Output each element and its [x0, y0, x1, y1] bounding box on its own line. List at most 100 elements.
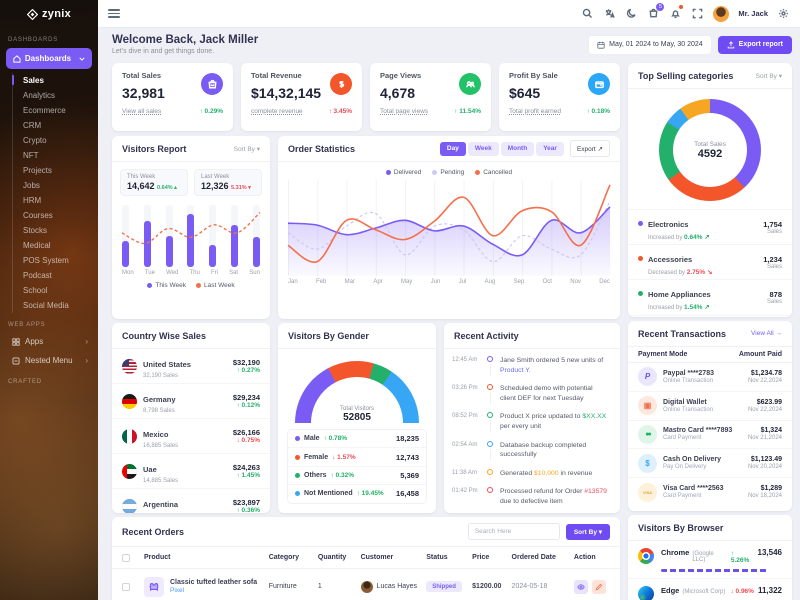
- activity-time: 11:38 Am: [452, 469, 477, 476]
- tick-label: Sun: [249, 270, 260, 276]
- column-header: Ordered Date: [511, 554, 556, 561]
- stat-link[interactable]: Total profit earned: [509, 108, 562, 115]
- stat-link[interactable]: View all sales: [122, 108, 162, 115]
- stat-label: Page Views: [380, 71, 422, 80]
- stat-link[interactable]: Total page views: [380, 108, 429, 115]
- sort-by-dropdown[interactable]: Sort By ▾: [233, 145, 260, 153]
- activity-text: Processed refund for Order: [500, 488, 585, 496]
- brand-name: zynix: [41, 8, 71, 20]
- transaction-row: ●● Mastro Card ****7893 Card Payment $1,3…: [628, 421, 792, 450]
- period-tabs: Day Week Month Year: [439, 141, 564, 156]
- sidebar-item-apps[interactable]: Apps ›: [0, 332, 98, 351]
- tab-week[interactable]: Week: [467, 141, 499, 156]
- card-title: Recent Activity: [454, 330, 519, 341]
- sidebar-item-sales[interactable]: Sales: [12, 73, 98, 88]
- view-order-button[interactable]: [573, 579, 588, 594]
- sidebar-item-social-media[interactable]: Social Media: [23, 301, 69, 310]
- tick-label: Wed: [166, 270, 179, 276]
- gender-value: 18,235: [396, 434, 419, 444]
- sidebar-item-ecommerce[interactable]: Ecommerce: [23, 106, 66, 115]
- export-report-button[interactable]: Export report: [717, 35, 792, 54]
- select-all-checkbox[interactable]: [122, 553, 130, 562]
- sort-by-dropdown[interactable]: Sort By ▾: [755, 72, 782, 80]
- tick-label: Mon: [122, 270, 134, 276]
- card-title: Recent Orders: [122, 526, 185, 537]
- tab-month[interactable]: Month: [500, 141, 535, 156]
- gauge-center-value: 52805: [343, 412, 371, 423]
- sidebar-item-stocks[interactable]: Stocks: [23, 226, 48, 235]
- sidebar-item-nested-menu[interactable]: Nested Menu ›: [0, 351, 98, 370]
- column-header: Price: [472, 554, 490, 561]
- notifications-icon[interactable]: [669, 5, 684, 20]
- legend-dot: [295, 454, 300, 460]
- sidebar-item-dashboards[interactable]: Dashboards: [6, 48, 92, 69]
- sidebar-item-hrm[interactable]: HRM: [23, 196, 42, 205]
- sidebar-section-crafted: Crafted: [8, 379, 42, 385]
- transaction-date: Nov 18,2024: [747, 493, 782, 500]
- card-title: Visitors Report: [122, 143, 187, 154]
- tick-label: May: [400, 279, 413, 285]
- recent-orders-card: Recent Orders Sort By ▾ Product Category…: [112, 517, 620, 600]
- view-all-link[interactable]: View All →: [751, 330, 782, 337]
- sidebar-item-crypto[interactable]: Crypto: [23, 136, 47, 145]
- user-avatar[interactable]: [713, 5, 730, 22]
- stat-change: ↑ 3.45%: [328, 108, 353, 115]
- country-sales: 8,798 Sales: [143, 407, 175, 414]
- brand-logo[interactable]: zynix: [0, 0, 98, 28]
- activity-item: 11:38 Am Generated $10,000 in revenue: [452, 468, 610, 479]
- search-icon[interactable]: [581, 7, 594, 20]
- activity-text: Jane Smith ordered 5 new units of: [500, 357, 604, 364]
- stat-link[interactable]: complete revenue: [251, 108, 303, 115]
- transaction-date: Nov 22,2024: [747, 377, 782, 384]
- sidebar-item-analytics[interactable]: Analytics: [23, 91, 56, 100]
- bar: [165, 236, 173, 267]
- sidebar-item-nft[interactable]: NFT: [23, 151, 39, 160]
- visitors-bar-chart: [122, 205, 260, 267]
- cash-icon: $: [638, 453, 657, 473]
- sidebar-item-courses[interactable]: Courses: [23, 211, 53, 220]
- tab-day[interactable]: Day: [439, 141, 466, 156]
- summary-change: 0.64% ▴: [157, 185, 177, 191]
- amount-paid: $1,324: [760, 427, 782, 435]
- settings-gear-icon[interactable]: [777, 7, 790, 20]
- gender-value: 16,458: [396, 489, 419, 499]
- fullscreen-icon[interactable]: [691, 7, 704, 20]
- sidebar-item-medical[interactable]: Medical: [23, 241, 51, 250]
- legend-label: This Week: [155, 282, 186, 289]
- tab-year[interactable]: Year: [536, 141, 564, 156]
- chevron-right-icon: ›: [85, 337, 88, 346]
- paypal-icon: P: [638, 367, 657, 387]
- sidebar-item-pos-system[interactable]: POS System: [23, 256, 69, 265]
- product-brand-link[interactable]: Pixel: [170, 587, 185, 594]
- search-input[interactable]: [467, 523, 560, 540]
- sidebar-item-jobs[interactable]: Jobs: [23, 181, 40, 190]
- menu-toggle-icon[interactable]: [108, 7, 120, 21]
- sidebar-item-crm[interactable]: CRM: [23, 121, 42, 130]
- country-amount: $24,263: [232, 463, 260, 472]
- language-icon[interactable]: [603, 7, 616, 20]
- row-checkbox[interactable]: [122, 582, 130, 591]
- sort-by-button[interactable]: Sort By ▾: [565, 523, 610, 540]
- bar-track: [165, 205, 173, 267]
- sidebar-item-projects[interactable]: Projects: [23, 166, 52, 175]
- sidebar-item-school[interactable]: School: [23, 286, 48, 295]
- category-row: Electronics Increased by 0.64% ↗ 1,754 Sal…: [628, 209, 792, 244]
- browser-row: Edge (Microsoft Corp) ↓ 0.96% 11,322: [628, 579, 792, 600]
- date-range-picker[interactable]: May, 01 2024 to May, 30 2024: [588, 34, 712, 55]
- stat-card-profit-by-sale: Profit By Sale $645 Total profit earned …: [499, 63, 620, 131]
- edit-order-button[interactable]: [591, 579, 606, 594]
- export-button[interactable]: Export ↗: [569, 140, 610, 157]
- country-change: ↓ 0.75%: [236, 437, 261, 444]
- country-name: Germany: [143, 394, 176, 404]
- line-chart-legend: Delivered Pending Cancelled: [278, 169, 620, 176]
- sidebar-item-podcast[interactable]: Podcast: [23, 271, 52, 280]
- country-amount: $29,234: [232, 393, 260, 402]
- cart-icon[interactable]: 5: [647, 3, 665, 20]
- dark-mode-icon[interactable]: [625, 7, 638, 20]
- transaction-row: ▣ Digital Wallet Online Transaction $623.…: [628, 392, 792, 421]
- main-content: Welcome Back, Jack Miller Let's dive in …: [98, 0, 800, 600]
- category-row: Accessories Decreased by 2.75% ↘ 1,234 Sal…: [628, 244, 792, 279]
- user-name[interactable]: Mr. Jack: [738, 9, 768, 18]
- gender-change: ↑ 19.45%: [356, 490, 384, 498]
- last-week-summary: Last Week 12,326 5.31% ▾: [194, 169, 262, 196]
